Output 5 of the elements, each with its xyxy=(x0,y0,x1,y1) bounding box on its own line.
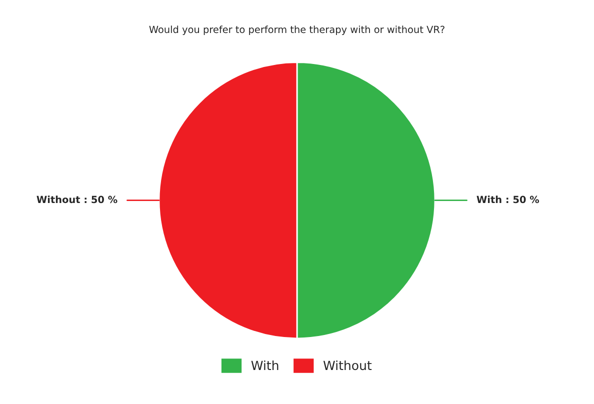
chart-title: Would you prefer to perform the therapy with or without VR? xyxy=(149,26,444,36)
legend-label: Without xyxy=(323,360,372,370)
data-label: Without : 50 % xyxy=(36,196,118,204)
legend-label: With xyxy=(251,360,278,370)
data-label: With : 50 % xyxy=(476,196,540,204)
